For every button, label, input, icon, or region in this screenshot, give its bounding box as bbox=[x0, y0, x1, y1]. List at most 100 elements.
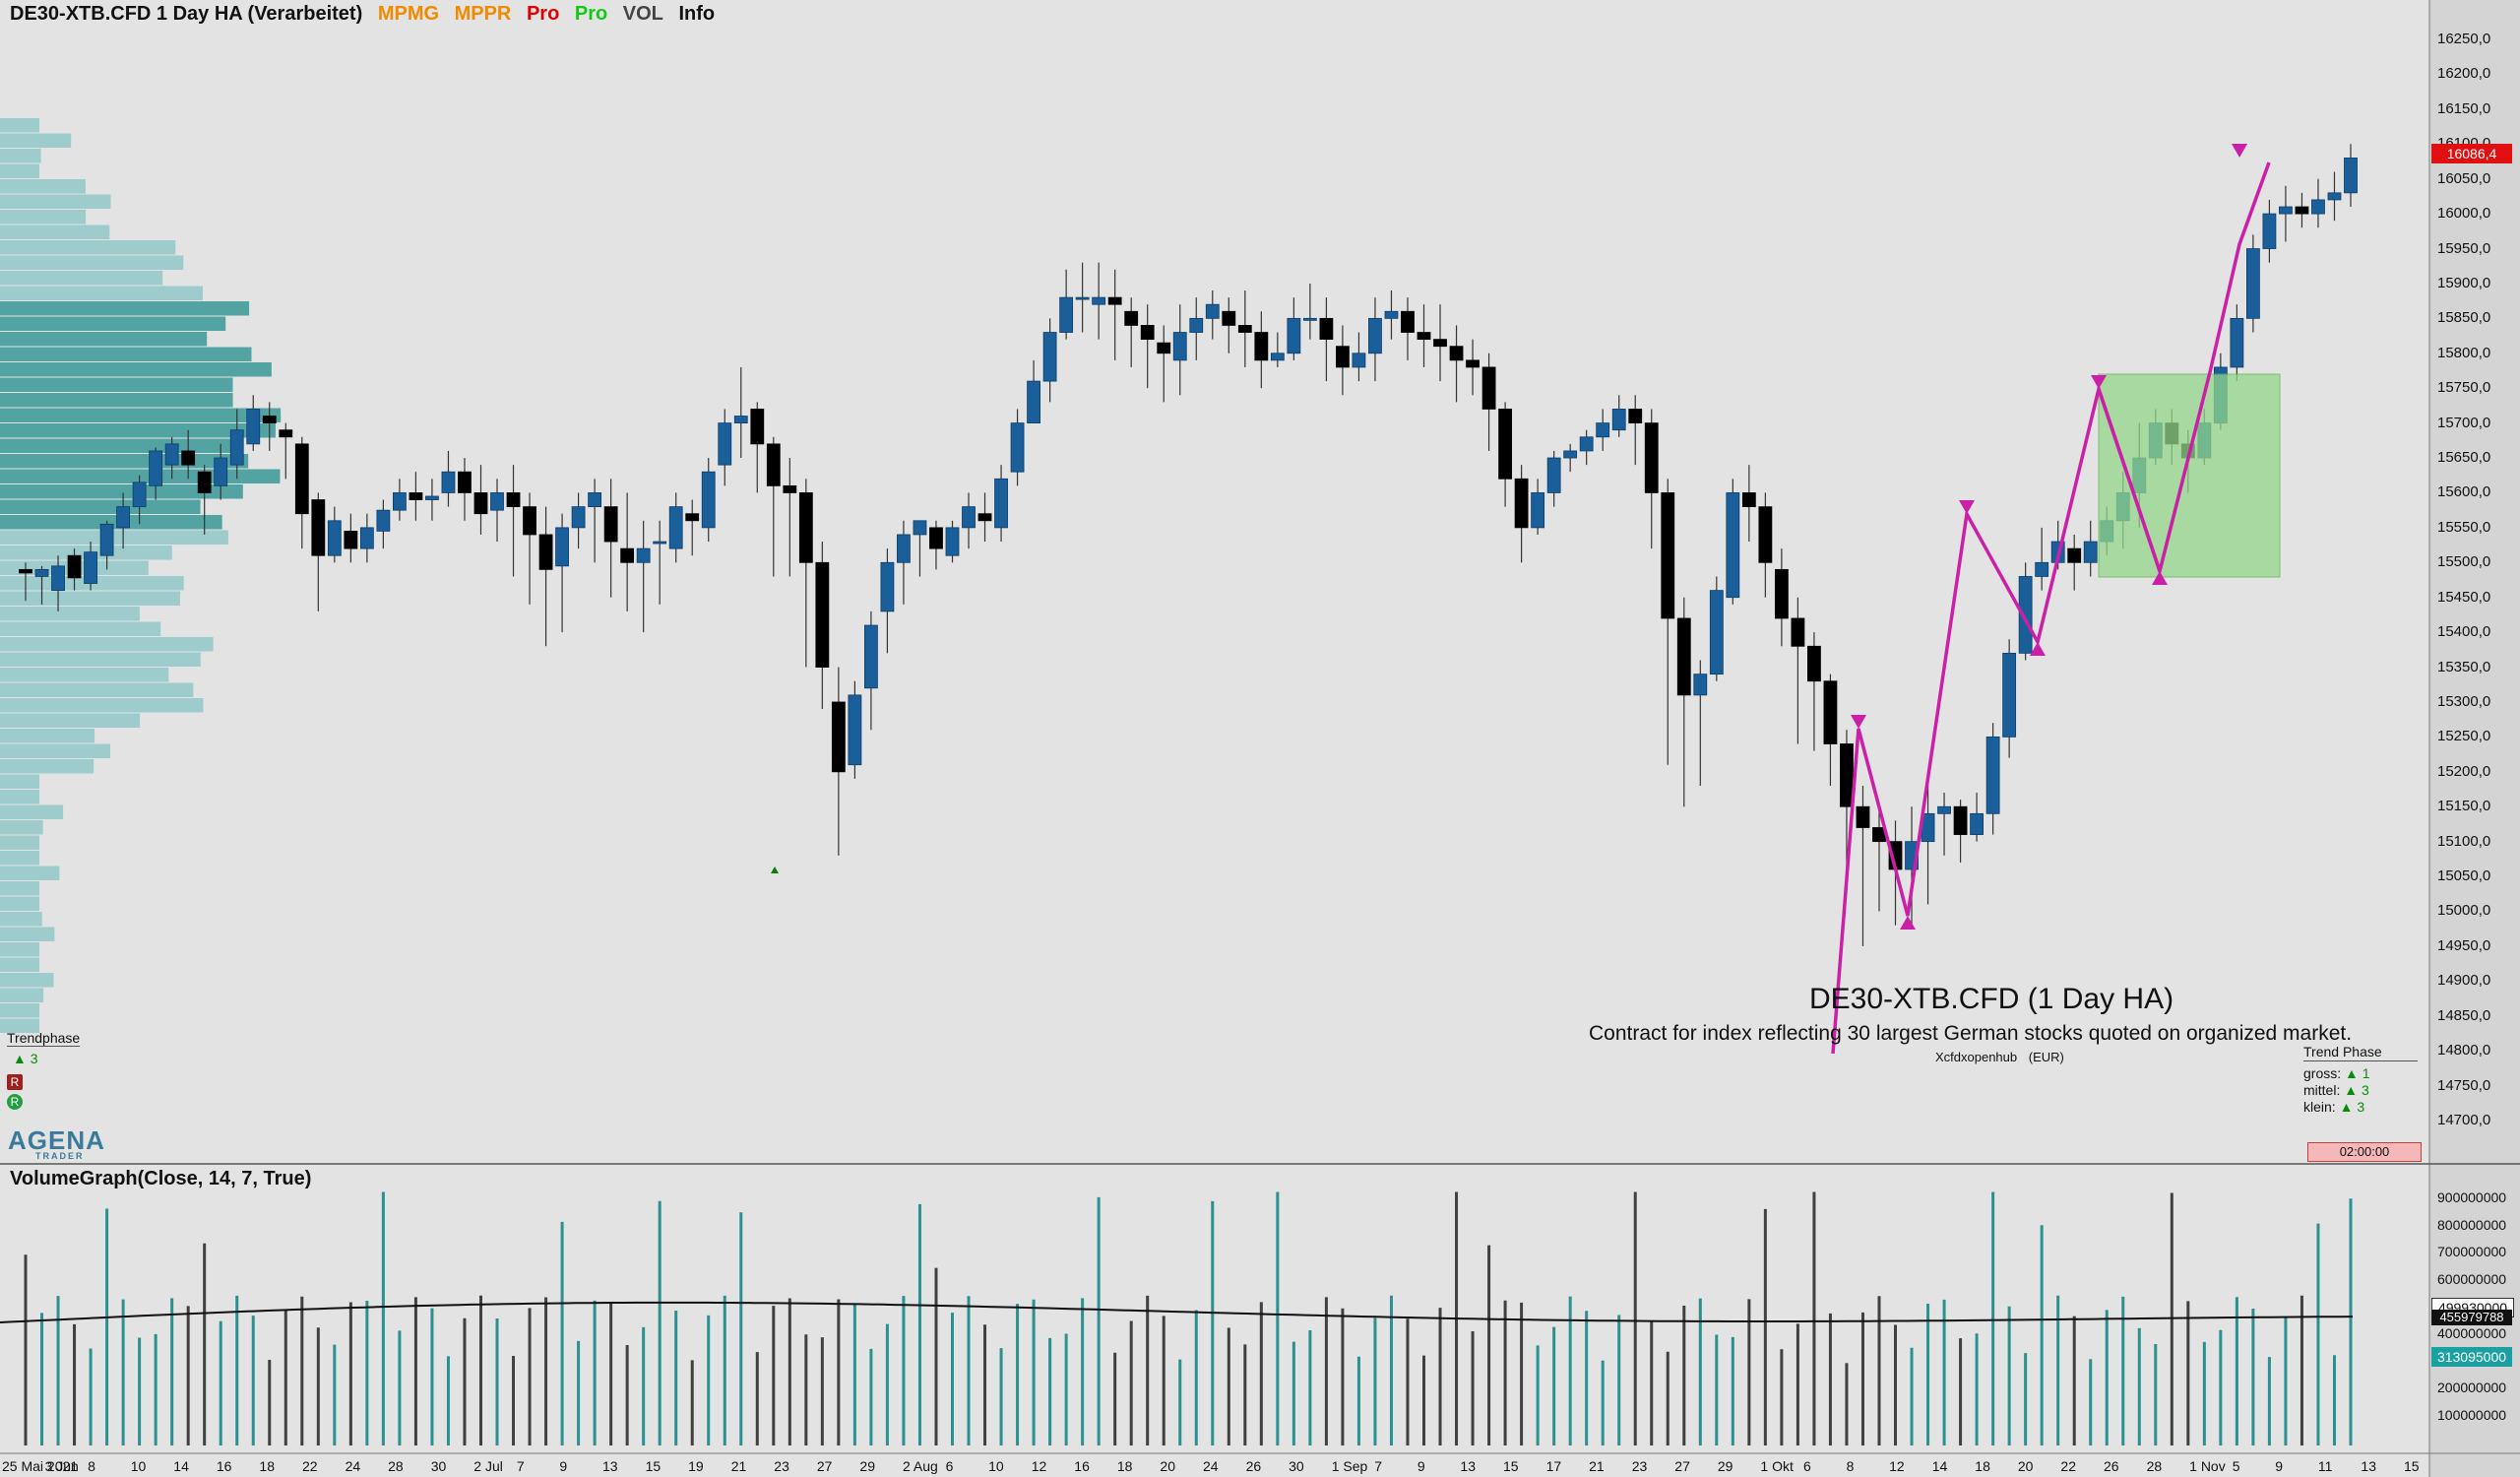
bull-candle bbox=[164, 443, 179, 466]
trend-row-label: klein: bbox=[2303, 1099, 2336, 1115]
volume-profile-bar bbox=[0, 225, 110, 239]
date-tick-label: 15 bbox=[2404, 1458, 2420, 1474]
bear-candle bbox=[1433, 339, 1447, 348]
volume-profile-bar bbox=[0, 301, 250, 316]
bull-candle bbox=[425, 495, 439, 500]
volume-profile-bar bbox=[0, 408, 282, 422]
volume-profile-bar bbox=[0, 194, 111, 209]
price-tick-label: 15850,0 bbox=[2437, 309, 2491, 327]
date-tick-label: 2 Jul bbox=[473, 1458, 503, 1474]
bull-candle bbox=[1352, 353, 1366, 368]
date-tick-label: 30 bbox=[1289, 1458, 1304, 1474]
price-tick-label: 14950,0 bbox=[2437, 936, 2491, 954]
volume-profile-bar bbox=[0, 713, 141, 728]
volume-moving-average bbox=[0, 1301, 2354, 1323]
bear-candle bbox=[473, 492, 488, 515]
target-zone bbox=[2098, 373, 2281, 578]
bull-candle bbox=[327, 520, 342, 556]
bull-candle bbox=[588, 492, 602, 508]
trendphase-left-title: Trendphase bbox=[7, 1030, 81, 1047]
volume-profile-bar bbox=[0, 912, 42, 927]
bull-candle bbox=[1985, 736, 2000, 814]
volume-tag-c: 313095000 bbox=[2431, 1347, 2512, 1367]
volume-profile-bar bbox=[0, 988, 44, 1002]
date-tick-label: 29 bbox=[1717, 1458, 1733, 1474]
date-tick-label: 2 Aug bbox=[903, 1458, 938, 1474]
bear-candle bbox=[181, 450, 196, 466]
date-tick-label: 17 bbox=[1545, 1458, 1562, 1474]
volume-tick-label: 800000000 bbox=[2437, 1216, 2507, 1233]
bull-candle bbox=[1059, 296, 1074, 333]
date-tick-label: 22 bbox=[2060, 1458, 2076, 1474]
bear-candle bbox=[1466, 359, 1480, 368]
bear-candle bbox=[1417, 332, 1431, 341]
bull-candle bbox=[2083, 541, 2098, 563]
price-tick-label: 14750,0 bbox=[2437, 1076, 2491, 1094]
volume-profile-bar bbox=[0, 515, 222, 530]
indicator-tag-pro-green[interactable]: Pro bbox=[574, 3, 608, 25]
bull-candle bbox=[1189, 317, 1204, 333]
bull-candle bbox=[848, 694, 862, 766]
volume-profile-bar bbox=[0, 743, 111, 758]
date-tick-label: 16 bbox=[1074, 1458, 1090, 1474]
date-tick-label: 14 bbox=[173, 1458, 189, 1474]
volume-profile-bar bbox=[0, 347, 252, 361]
r-badge-red[interactable]: R bbox=[7, 1074, 23, 1090]
date-tick-label: 28 bbox=[388, 1458, 404, 1474]
date-tick-label: 27 bbox=[816, 1458, 833, 1474]
bull-candle bbox=[99, 523, 114, 556]
date-tick-label: 10 bbox=[988, 1458, 1004, 1474]
pattern-line bbox=[2097, 161, 2271, 578]
bear-candle bbox=[1807, 645, 1821, 682]
r-badge-green[interactable]: R bbox=[7, 1094, 23, 1110]
date-tick-label: 8 bbox=[88, 1458, 95, 1474]
indicator-tag-vol[interactable]: VOL bbox=[622, 3, 663, 25]
bear-candle bbox=[1661, 492, 1675, 619]
bull-candle bbox=[51, 565, 65, 592]
bull-candle bbox=[636, 547, 651, 563]
bull-candle bbox=[2311, 199, 2325, 215]
bull-candle bbox=[2230, 317, 2244, 368]
bear-candle bbox=[1124, 310, 1139, 326]
date-tick-label: 23 bbox=[774, 1458, 789, 1474]
bear-candle bbox=[1628, 409, 1643, 424]
price-tick-label: 15800,0 bbox=[2437, 344, 2491, 361]
volume-profile-bar bbox=[0, 377, 233, 392]
price-tick-label: 15000,0 bbox=[2437, 902, 2491, 920]
volume-profile-bar bbox=[0, 255, 184, 270]
volume-profile-bar bbox=[0, 652, 201, 667]
price-tick-label: 15200,0 bbox=[2437, 762, 2491, 780]
bear-candle bbox=[1319, 317, 1334, 341]
bull-candle bbox=[2002, 652, 2017, 738]
bear-candle bbox=[311, 499, 326, 556]
bear-candle bbox=[929, 527, 943, 549]
indicator-tag-info[interactable]: Info bbox=[678, 3, 716, 25]
bull-candle bbox=[1010, 422, 1025, 473]
volume-profile-bar bbox=[0, 240, 176, 255]
bear-candle bbox=[977, 513, 992, 522]
chart-header: DE30-XTB.CFD 1 Day HA (Verarbeitet) MPMG… bbox=[10, 0, 724, 28]
volume-profile-bar bbox=[0, 942, 39, 957]
indicator-tag-mpmg[interactable]: MPMG bbox=[377, 3, 440, 25]
date-tick-label: 13 bbox=[1460, 1458, 1476, 1474]
volume-profile-bar bbox=[0, 179, 86, 194]
indicator-tag-mppr[interactable]: MPPR bbox=[454, 3, 512, 25]
bear-candle bbox=[750, 409, 765, 445]
date-tick-label: 22 bbox=[302, 1458, 318, 1474]
bear-candle bbox=[685, 513, 700, 522]
volume-profile-bar bbox=[0, 591, 180, 606]
volume-profile-bar bbox=[0, 729, 95, 743]
bull-candle bbox=[1579, 436, 1594, 452]
indicator-tag-pro-red[interactable]: Pro bbox=[526, 3, 560, 25]
bull-candle bbox=[1092, 296, 1106, 305]
price-tick-label: 14700,0 bbox=[2437, 1112, 2491, 1128]
price-tick-label: 15400,0 bbox=[2437, 623, 2491, 641]
bear-candle bbox=[2295, 206, 2309, 215]
bull-candle bbox=[490, 492, 504, 511]
volume-tick-label: 700000000 bbox=[2437, 1244, 2507, 1260]
volume-profile-bar bbox=[0, 621, 161, 636]
bull-candle bbox=[701, 471, 716, 529]
bull-candle bbox=[2262, 213, 2277, 249]
volume-profile-bar bbox=[0, 957, 39, 972]
